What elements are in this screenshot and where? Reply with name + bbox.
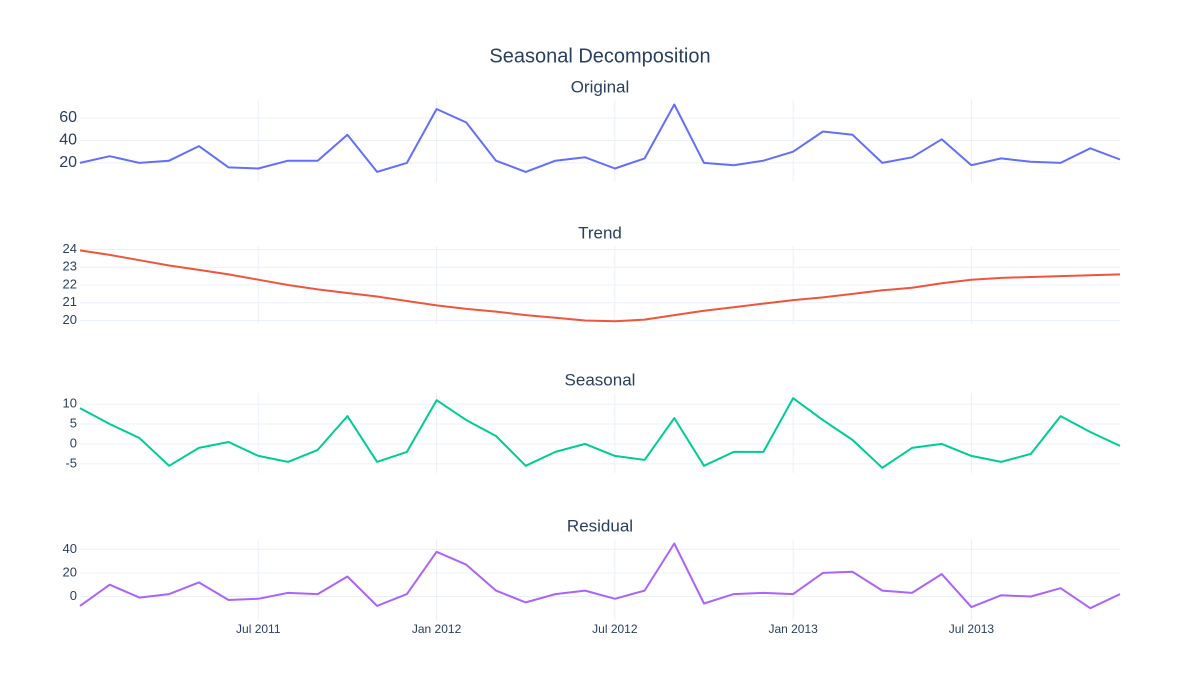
y-tick-label: 10: [63, 396, 77, 411]
series-line: [79, 249, 1121, 323]
chart-title: Seasonal Decomposition: [489, 45, 710, 67]
series-line: [79, 542, 1121, 610]
series-line: [79, 103, 1121, 173]
y-tick-label: 20: [59, 154, 77, 171]
y-tick-label: 40: [63, 541, 77, 556]
subplot-title: Residual: [567, 516, 633, 535]
series-line: [79, 397, 1121, 469]
x-tick-label: Jan 2012: [412, 622, 462, 636]
y-tick-label: 22: [63, 276, 77, 291]
y-tick-label: 5: [70, 415, 77, 430]
y-tick-label: 20: [63, 312, 77, 327]
subplot-title: Seasonal: [565, 370, 636, 389]
y-tick-label: 21: [63, 294, 77, 309]
x-tick-label: Jan 2013: [768, 622, 818, 636]
subplot-title: Trend: [578, 223, 622, 242]
y-tick-label: 40: [59, 132, 77, 149]
x-tick-label: Jul 2013: [949, 622, 995, 636]
y-tick-label: -5: [65, 455, 77, 470]
y-tick-label: 23: [63, 259, 77, 274]
x-tick-label: Jul 2012: [592, 622, 638, 636]
x-tick-label: Jul 2011: [236, 622, 281, 636]
subplot-title: Original: [571, 77, 630, 96]
y-tick-label: 60: [59, 109, 77, 126]
y-tick-label: 0: [70, 435, 77, 450]
y-tick-label: 20: [63, 564, 77, 579]
y-tick-label: 0: [70, 588, 77, 603]
y-tick-label: 24: [63, 241, 77, 256]
